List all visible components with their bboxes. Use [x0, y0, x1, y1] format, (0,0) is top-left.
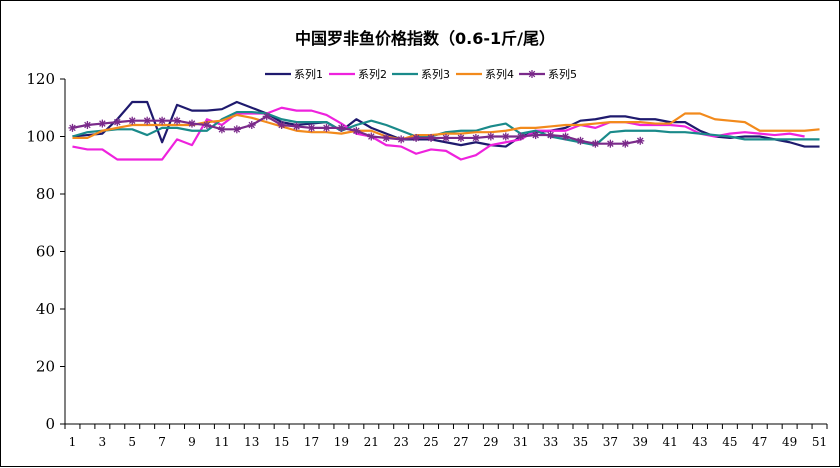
x-tick-label: 33	[543, 435, 558, 449]
series-5-point	[203, 121, 211, 129]
y-tick-label: 100	[26, 128, 55, 146]
series-5-point	[562, 133, 570, 141]
series-5-point	[337, 124, 345, 132]
x-tick-label: 9	[188, 435, 196, 449]
series-5-point	[293, 122, 301, 130]
x-tick-label: 19	[334, 435, 349, 449]
legend: 系列1 系列2 系列3 系列4 系列5	[265, 67, 577, 81]
series-5-point	[412, 134, 420, 142]
x-tick-label: 5	[128, 435, 136, 449]
series-layer	[68, 102, 819, 160]
legend-item-4: 系列4	[456, 67, 514, 81]
series-5-point	[591, 140, 599, 148]
y-tick-label: 40	[36, 300, 55, 318]
series-5-point	[427, 134, 435, 142]
x-tick-label: 17	[304, 435, 319, 449]
x-tick-label: 15	[274, 435, 289, 449]
series-5-point	[218, 125, 226, 133]
series-5-point	[68, 124, 76, 132]
x-tick-label: 49	[782, 435, 797, 449]
series-5-point	[502, 133, 510, 141]
series-5-point	[472, 134, 480, 142]
axes	[65, 79, 827, 424]
y-tick-label: 120	[26, 70, 55, 88]
x-tick-label: 25	[423, 435, 438, 449]
legend-label: 系列1	[294, 67, 323, 81]
series-5-point	[397, 135, 405, 143]
series-5-point	[143, 117, 151, 125]
series-5-point	[606, 140, 614, 148]
series-5-point	[263, 112, 271, 120]
x-tick-label: 31	[513, 435, 528, 449]
series-5-point	[83, 121, 91, 129]
y-tick-label: 20	[36, 358, 55, 376]
series-5-point	[576, 137, 584, 145]
legend-label: 系列5	[548, 67, 577, 81]
series-5-point	[636, 137, 644, 145]
x-tick-label: 13	[244, 435, 259, 449]
legend-item-2: 系列2	[329, 67, 387, 81]
series-5-point	[547, 131, 555, 139]
series-5-point	[173, 117, 181, 125]
series-5-point	[113, 118, 121, 126]
x-tick-label: 21	[364, 435, 379, 449]
y-tick-label: 0	[45, 415, 55, 433]
y-tick-label: 60	[36, 243, 55, 261]
legend-star-marker	[528, 70, 536, 78]
series-5-point	[621, 140, 629, 148]
series-5-point	[442, 134, 450, 142]
series-5-point	[233, 125, 241, 133]
y-axis-ticks: 0 20 40 60 80 100 120	[26, 70, 65, 433]
x-tick-label: 29	[483, 435, 498, 449]
legend-label: 系列4	[485, 67, 514, 81]
series-5-point	[367, 133, 375, 141]
series-5-point	[278, 121, 286, 129]
legend-item-1: 系列1	[265, 67, 323, 81]
x-tick-label: 23	[394, 435, 409, 449]
series-5-point	[248, 121, 256, 129]
x-tick-label: 1	[69, 435, 77, 449]
series-5-point	[382, 134, 390, 142]
series-5-point	[322, 124, 330, 132]
x-tick-label: 51	[812, 435, 827, 449]
x-tick-label: 43	[692, 435, 707, 449]
series-5-point	[308, 124, 316, 132]
x-tick-label: 41	[662, 435, 677, 449]
series-5-point	[158, 117, 166, 125]
series-5-point	[487, 133, 495, 141]
series-5-point	[128, 117, 136, 125]
x-tick-label: 11	[214, 435, 229, 449]
legend-label: 系列2	[358, 67, 387, 81]
series-5-point	[98, 120, 106, 128]
chart-title: 中国罗非鱼价格指数（0.6-1斤/尾）	[295, 29, 555, 48]
y-tick-label: 80	[36, 185, 55, 203]
x-tick-label: 39	[633, 435, 648, 449]
legend-item-5: 系列5	[519, 67, 577, 81]
series-5-point	[457, 134, 465, 142]
x-tick-label: 27	[453, 435, 468, 449]
x-tick-label: 3	[99, 435, 107, 449]
x-tick-label: 37	[603, 435, 618, 449]
x-tick-label: 45	[722, 435, 737, 449]
x-tick-label: 35	[573, 435, 588, 449]
x-tick-label: 47	[752, 435, 767, 449]
series-5-point	[352, 127, 360, 135]
legend-label: 系列3	[421, 67, 450, 81]
series-5-point	[188, 120, 196, 128]
series-5-point	[517, 133, 525, 141]
legend-item-3: 系列3	[392, 67, 450, 81]
x-tick-label: 7	[158, 435, 166, 449]
series-5-point	[532, 131, 540, 139]
